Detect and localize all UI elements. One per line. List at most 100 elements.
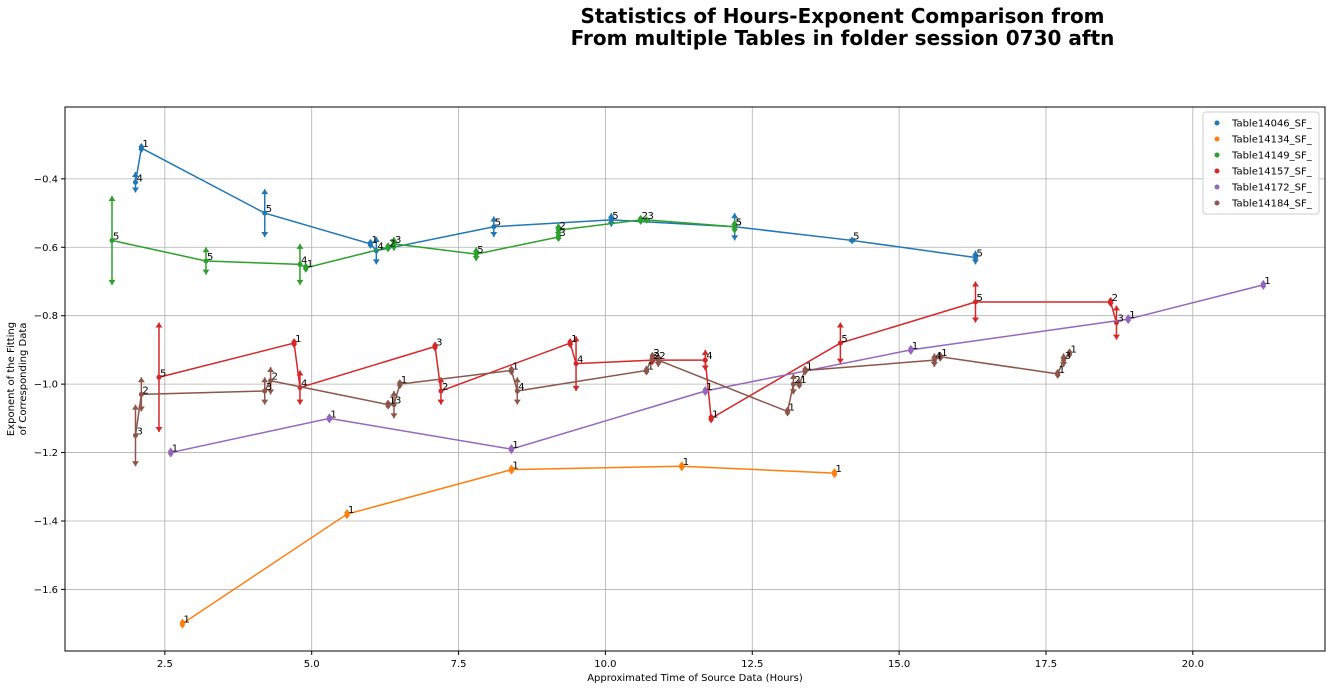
data-point — [1108, 299, 1114, 305]
data-point — [796, 381, 802, 387]
point-label: 4 — [935, 351, 941, 362]
data-point — [262, 210, 268, 216]
error-cap-down — [1060, 362, 1068, 368]
data-point — [1260, 282, 1266, 288]
legend-marker — [1214, 136, 1220, 142]
data-point — [508, 467, 514, 473]
error-cap-up — [155, 322, 163, 328]
data-point — [1066, 350, 1072, 356]
legend-marker — [1214, 184, 1220, 190]
legend-entry: Table14134_SF_ — [1231, 135, 1313, 146]
error-cap-up — [472, 247, 480, 253]
data-point — [262, 388, 268, 394]
data-point — [644, 367, 650, 373]
point-label: 5 — [266, 204, 272, 215]
error-cap-up — [137, 377, 145, 383]
point-label: 1 — [683, 457, 689, 468]
data-point — [303, 265, 309, 271]
error-cap-up — [261, 377, 269, 383]
data-point — [785, 409, 791, 415]
error-cap-down — [296, 399, 304, 405]
error-cap-up — [731, 213, 739, 219]
series-group — [108, 143, 1267, 629]
data-point — [972, 299, 978, 305]
point-label: 1 — [512, 440, 518, 451]
point-label: 1 — [571, 334, 577, 345]
legend-entry: Table14046_SF_ — [1231, 119, 1313, 130]
y-axis-label: Exponent of the Fitting of Corresponding… — [6, 322, 29, 436]
y-tick-label: −1.4 — [34, 516, 58, 527]
point-label: 3 — [395, 396, 401, 407]
data-point — [391, 241, 397, 247]
error-cap-down — [261, 232, 269, 238]
data-point — [655, 357, 661, 363]
data-point — [385, 244, 391, 250]
point-label: 1 — [789, 403, 795, 414]
data-point — [508, 367, 514, 373]
point-label: 2 — [642, 211, 648, 222]
error-cap-up — [789, 373, 797, 379]
data-point — [508, 446, 514, 452]
error-cap-up — [490, 216, 498, 222]
legend-entry: Table14172_SF_ — [1231, 183, 1313, 194]
point-label: 1 — [512, 461, 518, 472]
data-point — [638, 217, 644, 223]
data-point — [679, 463, 685, 469]
x-axis-label: Approximated Time of Source Data (Hours) — [587, 673, 803, 684]
data-point — [297, 261, 303, 267]
point-label: 5 — [495, 218, 501, 229]
point-label: 4 — [706, 351, 712, 362]
data-point — [391, 402, 397, 408]
x-tick-label: 2.5 — [157, 659, 173, 670]
series-line — [182, 465, 835, 625]
point-label: 2 — [272, 372, 278, 383]
error-cap-up — [1112, 305, 1120, 311]
legend-frame — [1202, 111, 1320, 215]
data-point — [514, 388, 520, 394]
point-label: 4 — [301, 255, 307, 266]
point-label: 3 — [136, 426, 142, 437]
legend-marker — [1214, 168, 1220, 174]
error-cap-down — [731, 235, 739, 241]
point-label: 2 — [1112, 293, 1118, 304]
point-label: 1 — [712, 409, 718, 420]
data-point — [832, 470, 838, 476]
data-point — [344, 511, 350, 517]
data-point — [567, 340, 573, 346]
point-label: 5 — [976, 293, 982, 304]
legend-entry: Table14184_SF_ — [1231, 199, 1313, 210]
error-cap-down — [372, 259, 380, 265]
error-cap-down — [390, 245, 398, 251]
point-label: 5 — [160, 368, 166, 379]
data-point — [397, 381, 403, 387]
point-label: 1 — [512, 361, 518, 372]
data-point — [179, 621, 185, 627]
point-label: 5 — [976, 249, 982, 260]
series-line — [134, 146, 976, 259]
y-tick-label: −0.6 — [34, 243, 58, 254]
error-cap-up — [930, 353, 938, 359]
error-cap-down — [789, 389, 797, 395]
point-label: 5 — [477, 245, 483, 256]
data-point — [268, 378, 274, 384]
y-tick-label: −1.6 — [34, 585, 58, 596]
point-label: 3 — [559, 228, 565, 239]
y-tick-label: −1.2 — [34, 448, 58, 459]
error-cap-down — [437, 399, 445, 405]
point-label: 1 — [648, 361, 654, 372]
error-cap-up — [701, 349, 709, 355]
error-cap-up — [296, 370, 304, 376]
point-label: 3 — [395, 235, 401, 246]
error-cap-down — [971, 259, 979, 265]
point-label: 2 — [559, 221, 565, 232]
error-cap-down — [131, 461, 139, 467]
data-point — [649, 354, 655, 360]
y-tick-label: −0.8 — [34, 311, 58, 322]
series-Table14157_SF_ — [155, 281, 1120, 433]
data-point — [1061, 357, 1067, 363]
error-cap-down — [971, 317, 979, 323]
data-point — [203, 258, 209, 264]
x-tick-label: 5.0 — [304, 659, 320, 670]
point-label: 5 — [207, 252, 213, 263]
